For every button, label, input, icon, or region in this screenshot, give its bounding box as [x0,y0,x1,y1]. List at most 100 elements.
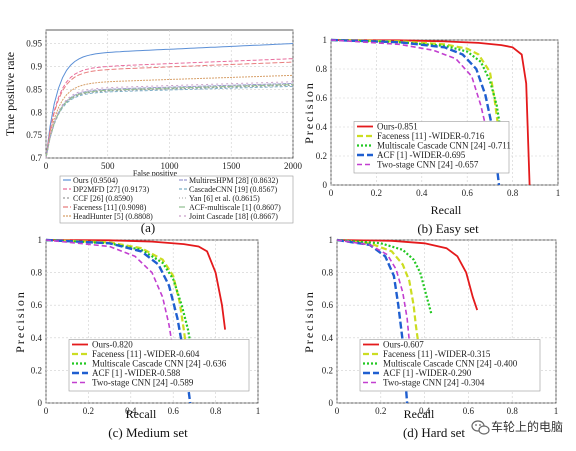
series-line [45,238,194,355]
x-tick-label: 1 [256,406,261,416]
legend-entry: Ours-0.851 [377,122,418,132]
x-axis-label: Recall [126,407,157,421]
legend-entry: Faceness [11] -WIDER-0.604 [92,349,200,359]
x-tick-label: 1500 [222,161,241,171]
x-tick-label: 0 [44,406,49,416]
y-tick-label: 0.6 [31,300,43,310]
series-line [45,43,294,159]
series-line [45,74,294,159]
y-tick-label: 0.2 [31,365,42,375]
panel-caption: (a) [141,220,155,235]
legend-entry: Multiscale Cascade CNN [24] -0.636 [92,359,227,369]
y-tick-label: 0.4 [31,333,43,343]
legend-entry: Ours-0.820 [92,340,133,350]
legend-entry: HeadHunter [5] (0.8808) [73,212,153,221]
y-tick-label: 1 [38,235,43,245]
legend-entry: Yan [6] et al. (0.8615) [189,194,260,203]
series-line [330,39,531,186]
legend-entry: Faceness [11] (0.9098) [73,203,147,212]
x-tick-label: 2000 [284,161,303,171]
series-line [330,38,501,186]
legend-entry: Faceness [11] -WIDER-0.716 [377,131,485,141]
y-axis-label: Precision [302,81,316,144]
legend-entry: Faceness [11] -WIDER-0.315 [383,349,491,359]
series-line [45,238,189,355]
y-tick-label: 0 [329,398,334,408]
watermark-text: 车轮上的电脑 [491,419,563,434]
y-tick-label: 0.4 [316,122,328,132]
panel-caption: (d) Hard set [403,425,465,440]
x-tick-label: 0.2 [375,406,386,416]
roc-panel-a: 0 500 1000 1500 2000 0.7 0.75 0.8 0.85 0.9 0.95 Fal… [3,29,303,235]
x-tick-label: 0.2 [371,188,382,198]
series-line [330,39,495,171]
y-tick-label: 0.2 [316,151,327,161]
x-tick-label: 0.6 [168,406,180,416]
legend-entry: Joint Cascade [18] (0.8667) [189,212,278,221]
legend-entry: DP2MFD [27] (0.9173) [73,185,150,194]
series-line [45,239,226,330]
legend-box [359,339,541,392]
x-tick-label: 0.4 [416,188,428,198]
panel-caption: (c) Medium set [108,425,188,440]
x-tick-label: 0.2 [83,406,94,416]
x-tick-label: 1 [556,188,561,198]
panel-caption: (b) Easy set [417,221,479,236]
y-tick-label: 0.6 [322,300,334,310]
x-tick-label: 0.4 [125,406,137,416]
y-tick-label: 1 [329,235,334,245]
pr-panel-easy: 0 0.2 0.4 0.6 0.8 1 0 0.2 0.4 0.6 0.8 1 Recall Precis… [302,35,560,236]
series-line [45,58,294,159]
y-tick-label: 0.8 [322,268,334,278]
legend-entry: ACF-multiscale [1] (0.8607) [189,203,281,212]
legend-entry: Two-stage CNN [24] -0.657 [377,160,479,170]
y-axis-label: Precision [302,290,316,353]
series-line [336,239,413,363]
x-tick-label: 0 [335,406,340,416]
series-line [336,238,420,342]
series-line [330,38,504,142]
legend-entry: Ours (0.9504) [73,176,118,185]
x-tick-label: 0.4 [419,406,431,416]
legend-entry: Multiscale Cascade CNN [24] -0.400 [383,359,518,369]
legend-entry: Two-stage CNN [24] -0.304 [383,378,485,388]
series-line [45,84,294,159]
x-tick-label: 0.8 [507,188,519,198]
series-line [45,61,294,159]
pr-panel-medium: 0 0.2 0.4 0.6 0.8 1 0 0.2 0.4 0.6 0.8 1 Recall Precis… [13,235,260,440]
legend-entry: Multiscale Cascade CNN [24] -0.711 [377,141,511,151]
y-tick-label: 0.85 [26,84,42,94]
x-tick-label: 0.6 [462,188,474,198]
y-tick-label: 0.9 [31,62,43,72]
legend-entry: ACF [1] -WIDER-0.695 [377,150,466,160]
y-tick-label: 0.8 [316,64,328,74]
series-line [336,238,433,314]
legend: Ours (0.9504)DP2MFD [27] (0.9173)CCF [26… [59,175,294,224]
wechat-icon [471,420,490,435]
legend-entry: ACF [1] -WIDER-0.588 [92,368,181,378]
y-tick-label: 0.75 [26,130,42,140]
y-tick-label: 0.7 [31,153,43,163]
x-tick-label: 500 [101,161,115,171]
y-tick-label: 0.4 [322,333,334,343]
y-tick-label: 0.2 [322,365,333,375]
x-tick-label: 0.6 [463,406,475,416]
series-line [45,81,294,159]
y-tick-label: 0 [38,398,43,408]
legend-box [353,121,510,174]
series-line [45,85,294,159]
x-tick-label: 0.8 [507,406,519,416]
y-tick-label: 0.8 [31,107,43,117]
legend-entry: Two-stage CNN [24] -0.589 [92,378,194,388]
y-tick-label: 0.8 [31,268,43,278]
x-tick-label: 0.8 [210,406,222,416]
legend-entry: MultiresHPM [28] (0.8632) [189,176,278,185]
x-axis-label: Recall [431,203,462,217]
pr-panel-hard: 0 0.2 0.4 0.6 0.8 1 0 0.2 0.4 0.6 0.8 1 Recall Precis… [302,235,558,440]
series-line [45,84,294,159]
watermark: 车轮上的电脑 [471,419,563,435]
